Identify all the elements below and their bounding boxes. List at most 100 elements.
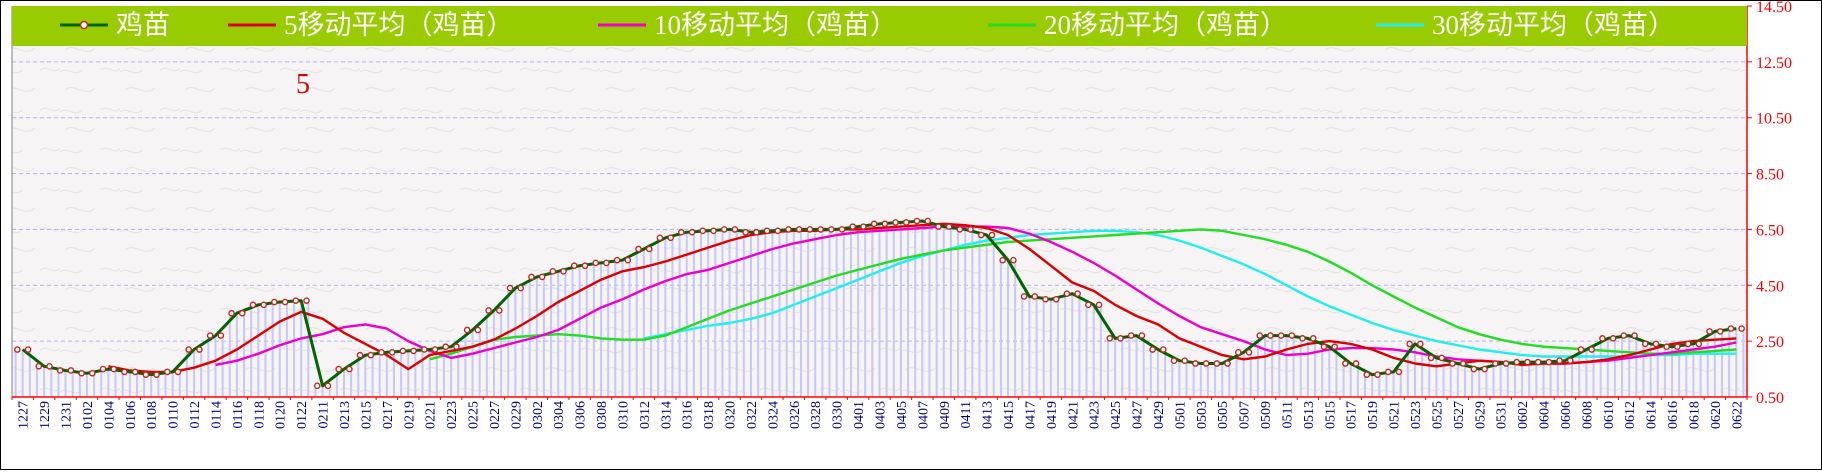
x-tick-label: 0618 [1688,401,1703,429]
x-tick-label: 1231 [60,401,75,429]
data-point [1588,346,1596,353]
x-tick-label: 0405 [895,401,910,429]
bar [78,373,81,397]
data-point [1149,346,1156,353]
bar [692,232,695,397]
x-tick-label: 0517 [1345,401,1360,429]
data-point [1224,360,1231,367]
data-point [1727,325,1735,332]
bar [1421,343,1424,397]
data-point [785,226,792,233]
bar [814,229,817,397]
bar [1535,362,1538,397]
bar [1378,374,1381,397]
bar [1064,293,1067,397]
bar [1656,343,1659,397]
data-point [956,226,964,233]
bar [964,229,967,397]
data-point [1620,332,1628,339]
bar [57,370,60,397]
bar [464,329,467,397]
data-point [1438,354,1446,362]
data-point [902,219,910,226]
bar [442,346,445,397]
x-tick-label: 0612 [1623,401,1638,429]
bar [585,265,588,397]
bar [778,230,781,397]
bar [757,232,760,397]
data-point [1117,335,1124,342]
legend-label: 30移动平均（鸡苗） [1432,10,1675,40]
data-point [1738,325,1745,332]
x-tick-label: 0211 [317,401,332,428]
bar [864,226,867,397]
bar [143,374,146,397]
x-tick-label: 0427 [1131,401,1146,429]
data-point [121,368,128,376]
data-point [806,226,814,233]
x-tick-label: 0525 [1430,401,1445,429]
bar [942,226,945,397]
bar [435,349,438,397]
bar [1399,371,1402,397]
data-point [935,223,942,230]
bar [64,370,67,397]
bar [635,248,638,397]
data-point [1074,290,1081,297]
data-point [1127,332,1135,339]
bar [43,366,46,397]
bar [28,349,31,397]
x-tick-label: 0114 [210,401,225,428]
bar [1335,346,1338,397]
bar [1471,369,1474,397]
bar [414,350,417,397]
bar [71,370,74,397]
data-point [1052,295,1060,303]
data-point [206,332,214,339]
x-tick-label: 0519 [1366,401,1381,429]
bar [871,223,874,397]
bar [407,350,410,397]
data-point [1299,335,1306,342]
x-tick-label: 0515 [1323,401,1338,429]
data-point [1374,371,1381,378]
x-tick-label: 0407 [916,401,931,429]
bar [1078,293,1081,397]
bar [1028,296,1031,397]
data-point [924,217,931,225]
data-point [1652,340,1660,348]
bar [1256,335,1259,397]
data-point [731,226,739,233]
data-point [1063,290,1071,297]
bar [849,226,852,397]
x-tick-label: 0110 [167,401,182,428]
data-point [1706,328,1713,335]
bar [278,302,281,397]
bar [835,229,838,397]
data-point [292,297,300,304]
bar [1099,304,1102,397]
bar [999,260,1002,397]
data-point [260,301,267,309]
bar [385,352,388,397]
data-point [1524,358,1531,366]
legend: 鸡苗 5移动平均（鸡苗） 10移动平均（鸡苗） 20移动平均（鸡苗） 30移动平均（鸡苗… [60,10,1675,40]
y-tick-label: 8.50 [1756,167,1784,184]
data-point [763,227,771,235]
bar [185,349,188,397]
bar [521,288,524,397]
data-point [485,307,492,314]
bar [1206,363,1209,397]
bar [1413,343,1416,397]
bar [1071,293,1074,397]
bar [171,371,174,397]
data-point [560,268,567,275]
bar [343,369,346,397]
bar [899,222,902,397]
x-tick-label: 1229 [38,401,53,429]
x-tick-label: 0413 [981,401,996,429]
bar [807,229,810,397]
bar [93,373,96,397]
x-tick-label: 0527 [1452,401,1467,429]
bar [243,313,246,397]
